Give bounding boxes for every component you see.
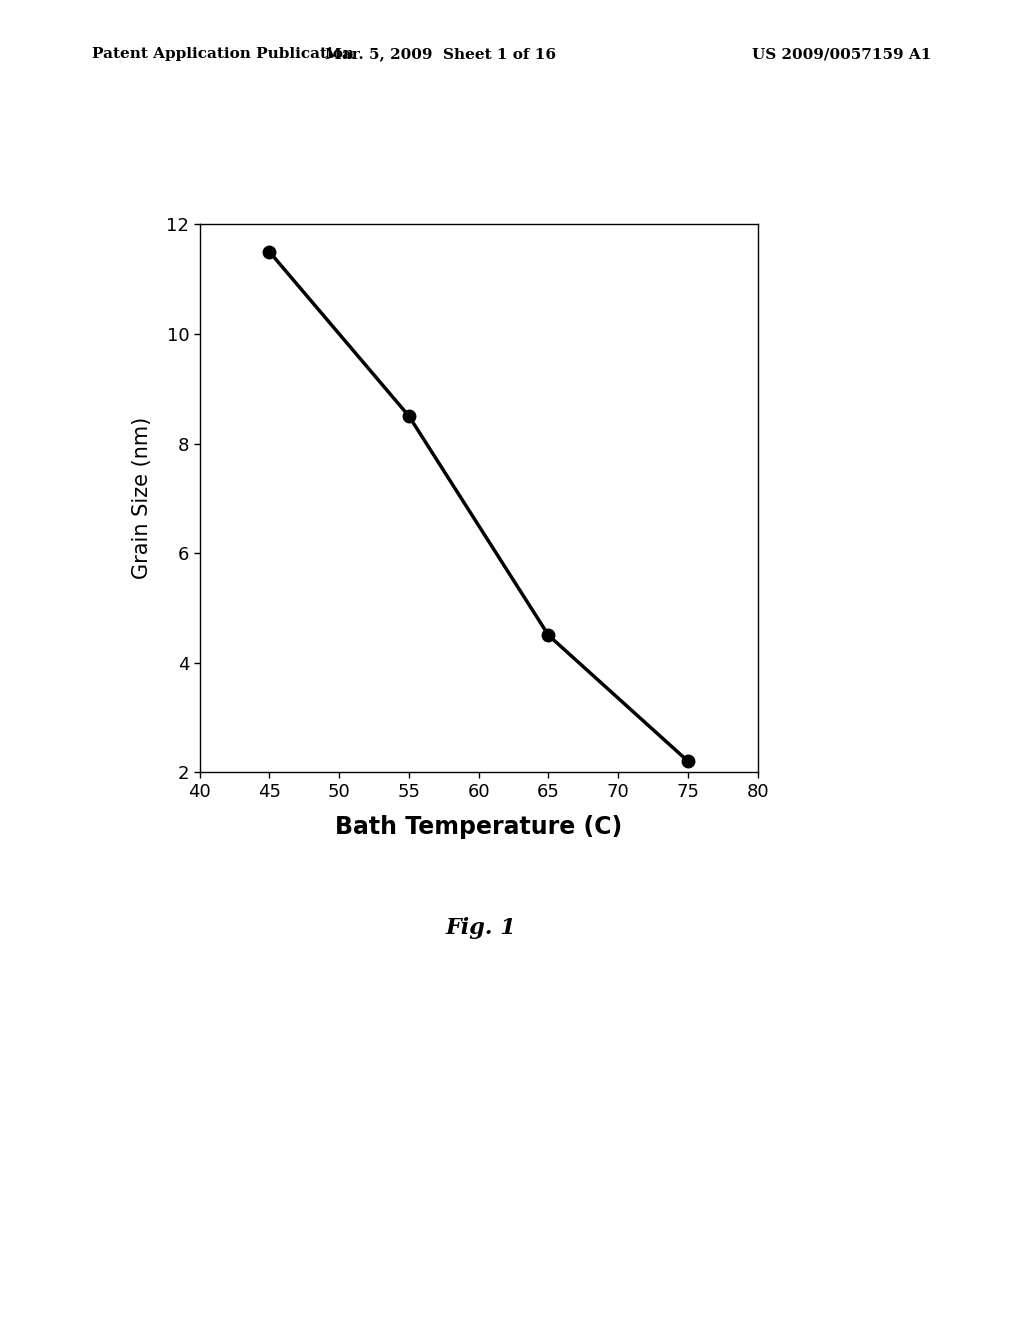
Text: Patent Application Publication: Patent Application Publication bbox=[92, 48, 354, 61]
Text: Fig. 1: Fig. 1 bbox=[445, 917, 517, 940]
Text: Mar. 5, 2009  Sheet 1 of 16: Mar. 5, 2009 Sheet 1 of 16 bbox=[325, 48, 556, 61]
Text: US 2009/0057159 A1: US 2009/0057159 A1 bbox=[753, 48, 932, 61]
Y-axis label: Grain Size (nm): Grain Size (nm) bbox=[132, 417, 153, 579]
X-axis label: Bath Temperature (C): Bath Temperature (C) bbox=[335, 814, 623, 838]
